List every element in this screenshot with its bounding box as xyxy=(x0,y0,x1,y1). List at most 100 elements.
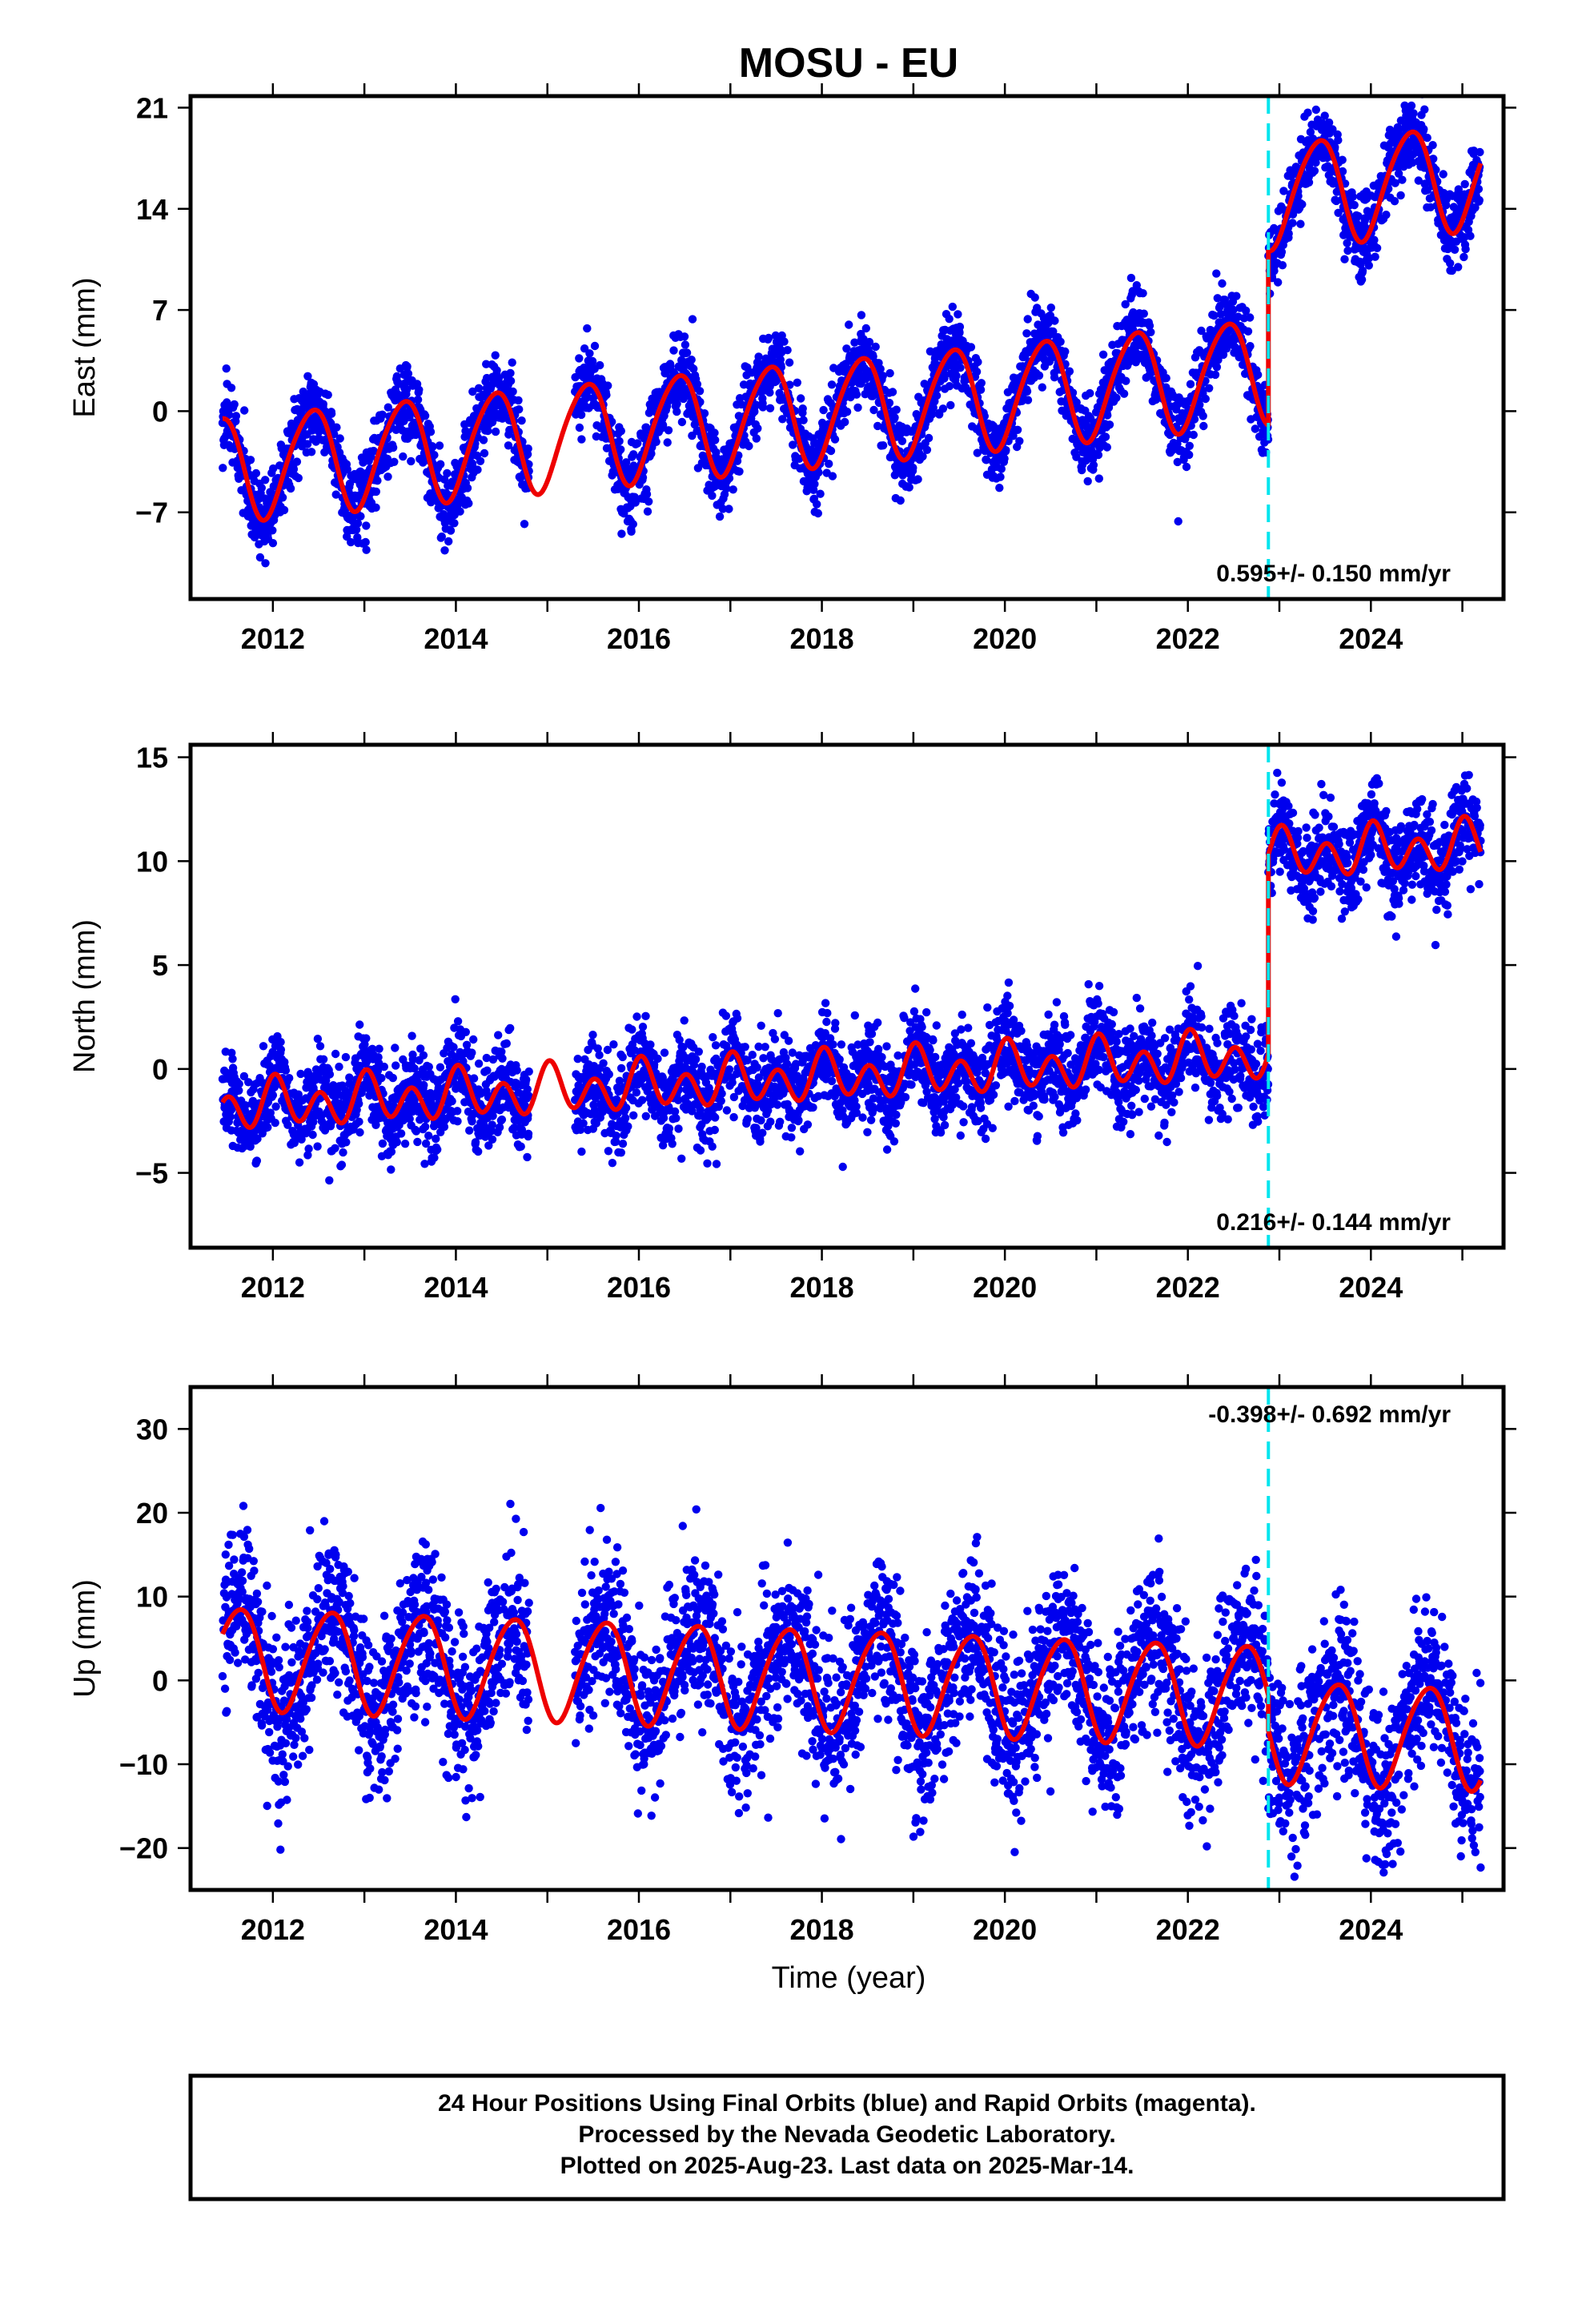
east-point xyxy=(327,409,336,418)
north-point xyxy=(259,1042,268,1051)
east-point xyxy=(785,358,794,367)
north-point xyxy=(494,1031,503,1039)
east-point xyxy=(1102,443,1112,452)
north-point xyxy=(469,1074,479,1083)
east-point xyxy=(616,445,625,454)
east-point xyxy=(1094,474,1104,483)
east-x-tick-label: 2016 xyxy=(607,622,671,655)
east-point xyxy=(464,499,473,508)
east-point xyxy=(1420,105,1429,114)
east-point xyxy=(687,356,696,364)
east-point xyxy=(219,464,227,472)
east-point xyxy=(752,400,761,409)
east-point xyxy=(347,537,355,547)
east-point xyxy=(323,390,332,400)
east-point xyxy=(955,322,965,332)
east-point xyxy=(677,417,687,427)
east-point xyxy=(1340,255,1349,263)
east-point xyxy=(845,320,853,329)
east-y-axis-label: East (mm) xyxy=(68,277,102,417)
east-point xyxy=(995,484,1004,493)
east-point xyxy=(399,452,408,461)
east-point xyxy=(754,352,763,361)
east-point xyxy=(1350,200,1359,210)
north-point xyxy=(453,1017,463,1026)
east-point xyxy=(689,364,698,373)
east-point xyxy=(825,460,833,468)
east-point xyxy=(508,358,516,367)
east-point xyxy=(1398,175,1407,184)
north-point xyxy=(588,1031,597,1039)
east-point xyxy=(945,315,954,324)
east-point xyxy=(826,446,836,456)
east-point xyxy=(371,487,380,497)
north-point xyxy=(488,1120,496,1129)
east-point xyxy=(585,349,594,358)
east-point xyxy=(1186,380,1195,388)
east-point xyxy=(1057,397,1066,406)
east-point xyxy=(269,464,278,473)
north-point xyxy=(355,1128,364,1137)
east-point xyxy=(388,443,398,452)
north-point xyxy=(308,1130,317,1140)
east-point xyxy=(1232,292,1241,300)
east-point xyxy=(810,480,819,489)
north-point xyxy=(268,1091,278,1100)
east-point xyxy=(1112,393,1121,402)
east-point xyxy=(682,348,692,357)
east-point xyxy=(1061,347,1070,356)
east-point xyxy=(966,343,976,352)
east-point xyxy=(681,340,690,349)
east-point xyxy=(865,337,874,347)
east-point xyxy=(669,346,678,355)
east-point xyxy=(222,364,231,373)
east-point xyxy=(722,484,731,493)
east-point xyxy=(830,435,840,444)
east-point xyxy=(261,559,270,568)
north-point xyxy=(419,1051,428,1060)
north-point xyxy=(408,1031,416,1040)
east-point xyxy=(798,404,807,413)
east-point xyxy=(303,372,312,380)
east-point xyxy=(1185,450,1194,460)
east-point xyxy=(938,404,948,413)
north-point xyxy=(516,1142,525,1151)
east-point xyxy=(905,483,913,492)
east-point xyxy=(494,373,504,383)
north-point xyxy=(342,1138,351,1147)
north-point xyxy=(391,1043,400,1052)
north-point xyxy=(474,1147,483,1156)
east-point xyxy=(725,505,733,513)
east-point xyxy=(428,442,437,452)
east-point xyxy=(1212,269,1221,278)
east-point xyxy=(1298,200,1307,209)
north-panel: 2012 2014 2016 2018 2020 2022 2024−5051015Nort… xyxy=(68,732,1516,1304)
east-point xyxy=(828,472,837,480)
east-point xyxy=(1015,436,1024,445)
east-point xyxy=(814,468,823,477)
east-point xyxy=(945,382,954,391)
east-point xyxy=(413,395,423,404)
east-point xyxy=(952,372,961,380)
east-point xyxy=(575,423,584,432)
east-point xyxy=(918,452,927,461)
east-point xyxy=(292,457,302,466)
east-point xyxy=(1056,337,1065,346)
east-point xyxy=(1288,219,1297,227)
east-x-tick-label: 2024 xyxy=(1339,622,1403,655)
east-point xyxy=(780,337,789,346)
east-point xyxy=(1407,101,1416,111)
east-point xyxy=(1205,384,1214,392)
east-point xyxy=(362,521,371,530)
east-point xyxy=(615,436,624,446)
east-point xyxy=(928,410,937,419)
east-point xyxy=(426,428,436,436)
east-point xyxy=(638,473,648,482)
east-point xyxy=(752,434,761,443)
east-point xyxy=(1334,135,1343,145)
east-panel: 2012 2014 2016 2018 2020 2022 2024−7071421East… xyxy=(68,83,1516,655)
north-point xyxy=(453,1117,462,1126)
east-point xyxy=(616,427,625,436)
north-point xyxy=(474,1059,484,1068)
